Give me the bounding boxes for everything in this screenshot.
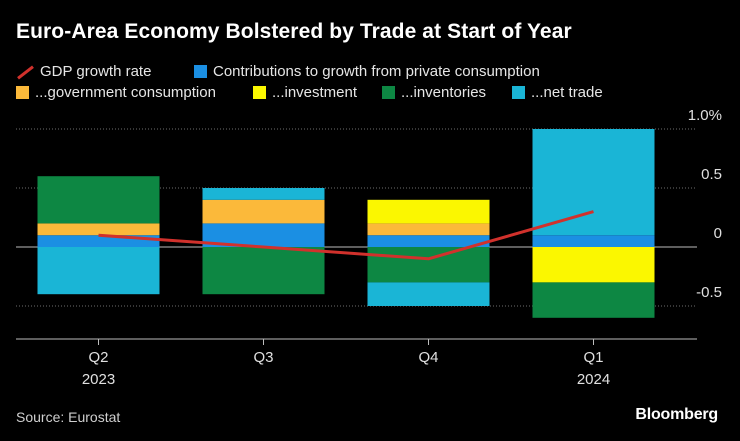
bar-segment	[202, 247, 325, 295]
legend-item-private-consumption: Contributions to growth from private con…	[194, 63, 540, 80]
bar-segment	[532, 247, 655, 283]
bar-segment	[202, 188, 325, 200]
bar-segment	[367, 282, 490, 306]
bar-segment	[367, 247, 490, 283]
legend-label: ...investment	[272, 84, 358, 101]
legend-swatch	[512, 86, 525, 99]
bar-segment	[37, 247, 160, 295]
legend-swatch	[253, 86, 266, 99]
bar-segment	[532, 235, 655, 247]
bar-segment	[202, 223, 325, 247]
x-tick-label: Q3	[253, 349, 273, 366]
legend-item-gdp: GDP growth rate	[16, 63, 151, 80]
bar-segment	[37, 223, 160, 236]
bar-segment	[202, 199, 325, 224]
bar-segment	[367, 223, 490, 236]
gdp-growth-line	[98, 210, 594, 261]
bar-segment	[37, 235, 160, 247]
bar-segment	[532, 282, 655, 318]
x-tick-year-label: 2024	[577, 371, 610, 388]
legend-label: Contributions to growth from private con…	[213, 63, 540, 80]
legend-swatch	[194, 65, 207, 78]
legend-swatch	[16, 86, 29, 99]
bar-segment	[37, 176, 160, 224]
x-tick-label: Q4	[418, 349, 438, 366]
legend-item-government-consumption: ...government consumption	[16, 84, 216, 101]
bar-segment	[367, 235, 490, 247]
y-tick-label: 0.5	[701, 166, 722, 183]
legend-label: ...government consumption	[35, 84, 216, 101]
chart-title: Euro-Area Economy Bolstered by Trade at …	[16, 20, 572, 43]
y-tick-label: 0	[714, 225, 722, 242]
bar-segment	[532, 129, 655, 236]
legend-swatch	[382, 86, 395, 99]
legend-label: ...net trade	[531, 84, 603, 101]
y-tick-label: -0.5	[696, 284, 722, 301]
legend-label: GDP growth rate	[40, 63, 152, 80]
x-tick-year-label: 2023	[82, 371, 115, 388]
legend-label: ...inventories	[401, 84, 487, 101]
legend-item-investment: ...investment	[253, 84, 357, 101]
legend-item-inventories: ...inventories	[382, 84, 486, 101]
y-tick-label: 1.0%	[688, 107, 722, 124]
source-note: Source: Eurostat	[16, 409, 121, 425]
legend-item-net-trade: ...net trade	[512, 84, 603, 101]
bar-segment	[367, 199, 490, 224]
x-tick-label: Q2	[88, 349, 108, 366]
bloomberg-logo: Bloomberg	[635, 406, 718, 423]
x-tick-label: Q1	[583, 349, 603, 366]
